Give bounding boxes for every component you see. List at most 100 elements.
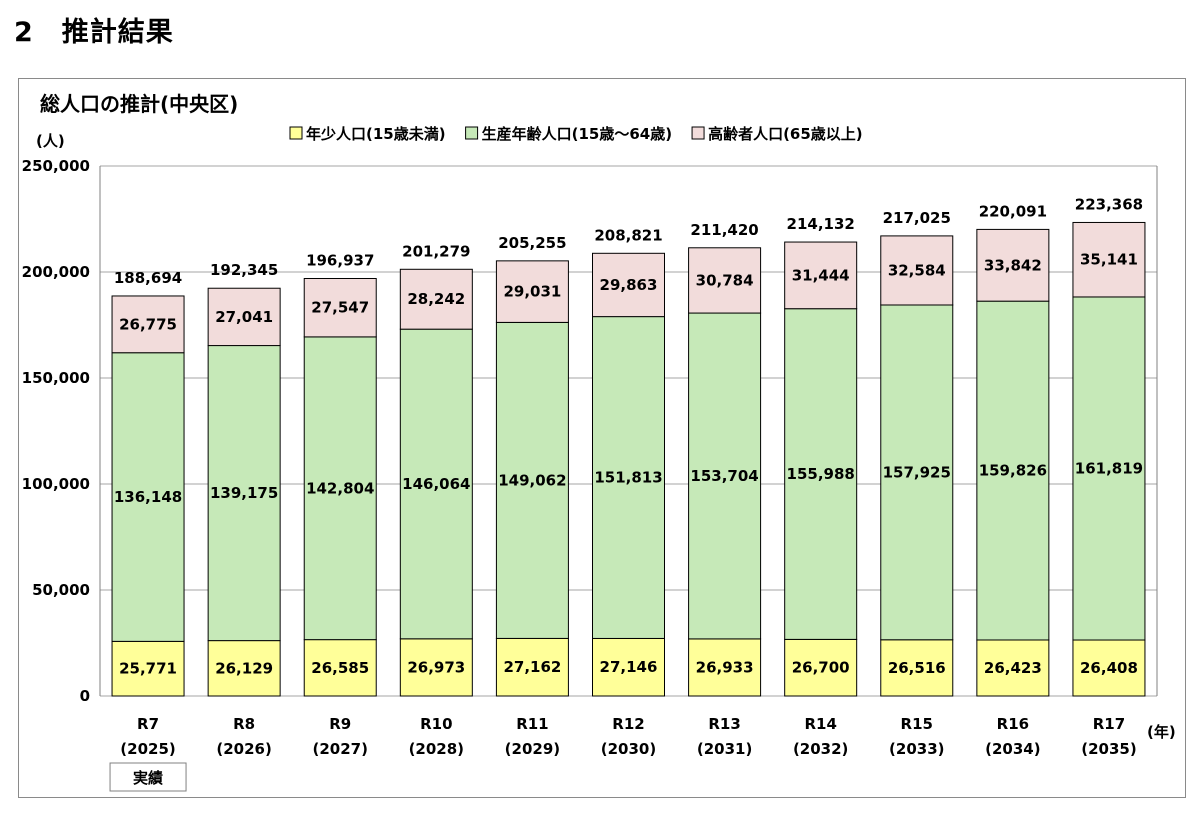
data-label: 30,784 (696, 271, 754, 289)
bar-segment (207, 345, 281, 642)
y-tick-label: 200,000 (22, 263, 90, 281)
bar-segment (688, 312, 762, 640)
data-label: 139,175 (210, 484, 278, 502)
data-label: 27,146 (600, 658, 658, 676)
total-label: 192,345 (210, 261, 278, 279)
data-label: 27,162 (503, 658, 561, 676)
data-label: 28,242 (407, 290, 465, 308)
bar-segment (1072, 296, 1146, 641)
data-label: 26,700 (792, 659, 850, 677)
bar-segment (880, 235, 954, 306)
y-tick-label: 0 (80, 687, 90, 705)
data-label: 26,585 (311, 659, 369, 677)
x-axis-unit: (年) (1147, 723, 1176, 741)
bar-segment (111, 640, 185, 697)
legend-label-3: 高齢者人口(65歳以上) (708, 125, 863, 143)
total-label: 196,937 (306, 251, 374, 269)
bar-segment (303, 639, 377, 697)
bar-segment (688, 638, 762, 697)
bar-segment (399, 638, 473, 697)
data-label: 29,031 (503, 283, 561, 301)
bar-segment (495, 321, 569, 639)
y-tick-label: 100,000 (22, 475, 90, 493)
data-label: 27,041 (215, 308, 273, 326)
bar-segment (880, 639, 954, 697)
data-label: 26,973 (407, 658, 465, 676)
bar-segment (976, 300, 1050, 641)
x-tick-label: R12 (612, 715, 644, 733)
data-label: 26,516 (888, 659, 946, 677)
x-tick-year: (2029) (505, 740, 560, 758)
bar-segment (303, 336, 377, 641)
x-tick-year: (2025) (120, 740, 175, 758)
data-label: 26,408 (1080, 659, 1138, 677)
x-tick-label: R10 (420, 715, 452, 733)
legend-swatch-3 (691, 126, 705, 140)
total-label: 208,821 (594, 226, 662, 244)
x-tick-year: (2031) (697, 740, 752, 758)
x-tick-label: R7 (137, 715, 159, 733)
chart-title: 総人口の推計(中央区) (40, 92, 238, 116)
bar-segment (592, 252, 665, 318)
x-tick-label: R9 (329, 715, 351, 733)
bar-segment (688, 247, 762, 314)
legend-swatch-1 (289, 126, 303, 140)
data-label: 146,064 (402, 475, 470, 493)
total-label: 201,279 (402, 242, 470, 260)
x-tick-label: R16 (997, 715, 1029, 733)
bar-segment (111, 352, 185, 642)
section-heading: 2 推計結果 (14, 17, 174, 48)
bar-segment (592, 637, 665, 697)
chart-frame (18, 78, 1186, 798)
x-tick-year: (2030) (601, 740, 656, 758)
x-tick-year: (2028) (409, 740, 464, 758)
total-label: 211,420 (690, 221, 758, 239)
x-tick-year: (2034) (985, 740, 1040, 758)
data-label: 27,547 (311, 299, 369, 317)
bar-segment (784, 308, 858, 640)
bar-segment (976, 639, 1050, 697)
data-label: 35,141 (1080, 251, 1138, 269)
x-tick-year: (2027) (312, 740, 367, 758)
data-label: 33,842 (984, 256, 1042, 274)
actual-annotation-box (109, 762, 187, 792)
bar-segment (592, 316, 665, 639)
data-label: 32,584 (888, 261, 946, 279)
y-tick-label: 50,000 (32, 581, 90, 599)
x-tick-label: R17 (1093, 715, 1125, 733)
data-label: 136,148 (114, 488, 182, 506)
bar-segment (207, 640, 281, 697)
legend-label-1: 年少人口(15歳未満) (306, 125, 446, 143)
data-label: 159,826 (979, 462, 1047, 480)
y-axis-label: (人) (36, 132, 65, 150)
data-label: 155,988 (787, 465, 855, 483)
x-tick-label: R14 (804, 715, 836, 733)
data-label: 26,775 (119, 315, 177, 333)
bar-segment (495, 637, 569, 697)
bar-segment (784, 241, 858, 310)
bar-segment (399, 328, 473, 640)
bar-segment (880, 304, 954, 641)
legend-swatch-2 (465, 126, 479, 140)
bar-segment (495, 260, 569, 323)
x-tick-year: (2026) (216, 740, 271, 758)
data-label: 25,771 (119, 660, 177, 678)
data-label: 31,444 (792, 266, 850, 284)
bar-segment (399, 268, 473, 330)
bar-segment (303, 277, 377, 338)
bar-segment (1072, 221, 1146, 298)
data-label: 157,925 (883, 463, 951, 481)
data-label: 151,813 (594, 469, 662, 487)
total-label: 220,091 (979, 202, 1047, 220)
total-label: 217,025 (883, 209, 951, 227)
x-tick-label: R8 (233, 715, 255, 733)
bar-segment (976, 228, 1050, 302)
bar-segment (207, 287, 281, 347)
x-tick-label: R13 (708, 715, 740, 733)
data-label: 142,804 (306, 479, 374, 497)
data-label: 26,423 (984, 659, 1042, 677)
total-label: 223,368 (1075, 195, 1143, 213)
data-label: 29,863 (600, 276, 658, 294)
data-label: 161,819 (1075, 459, 1143, 477)
x-tick-year: (2035) (1081, 740, 1136, 758)
